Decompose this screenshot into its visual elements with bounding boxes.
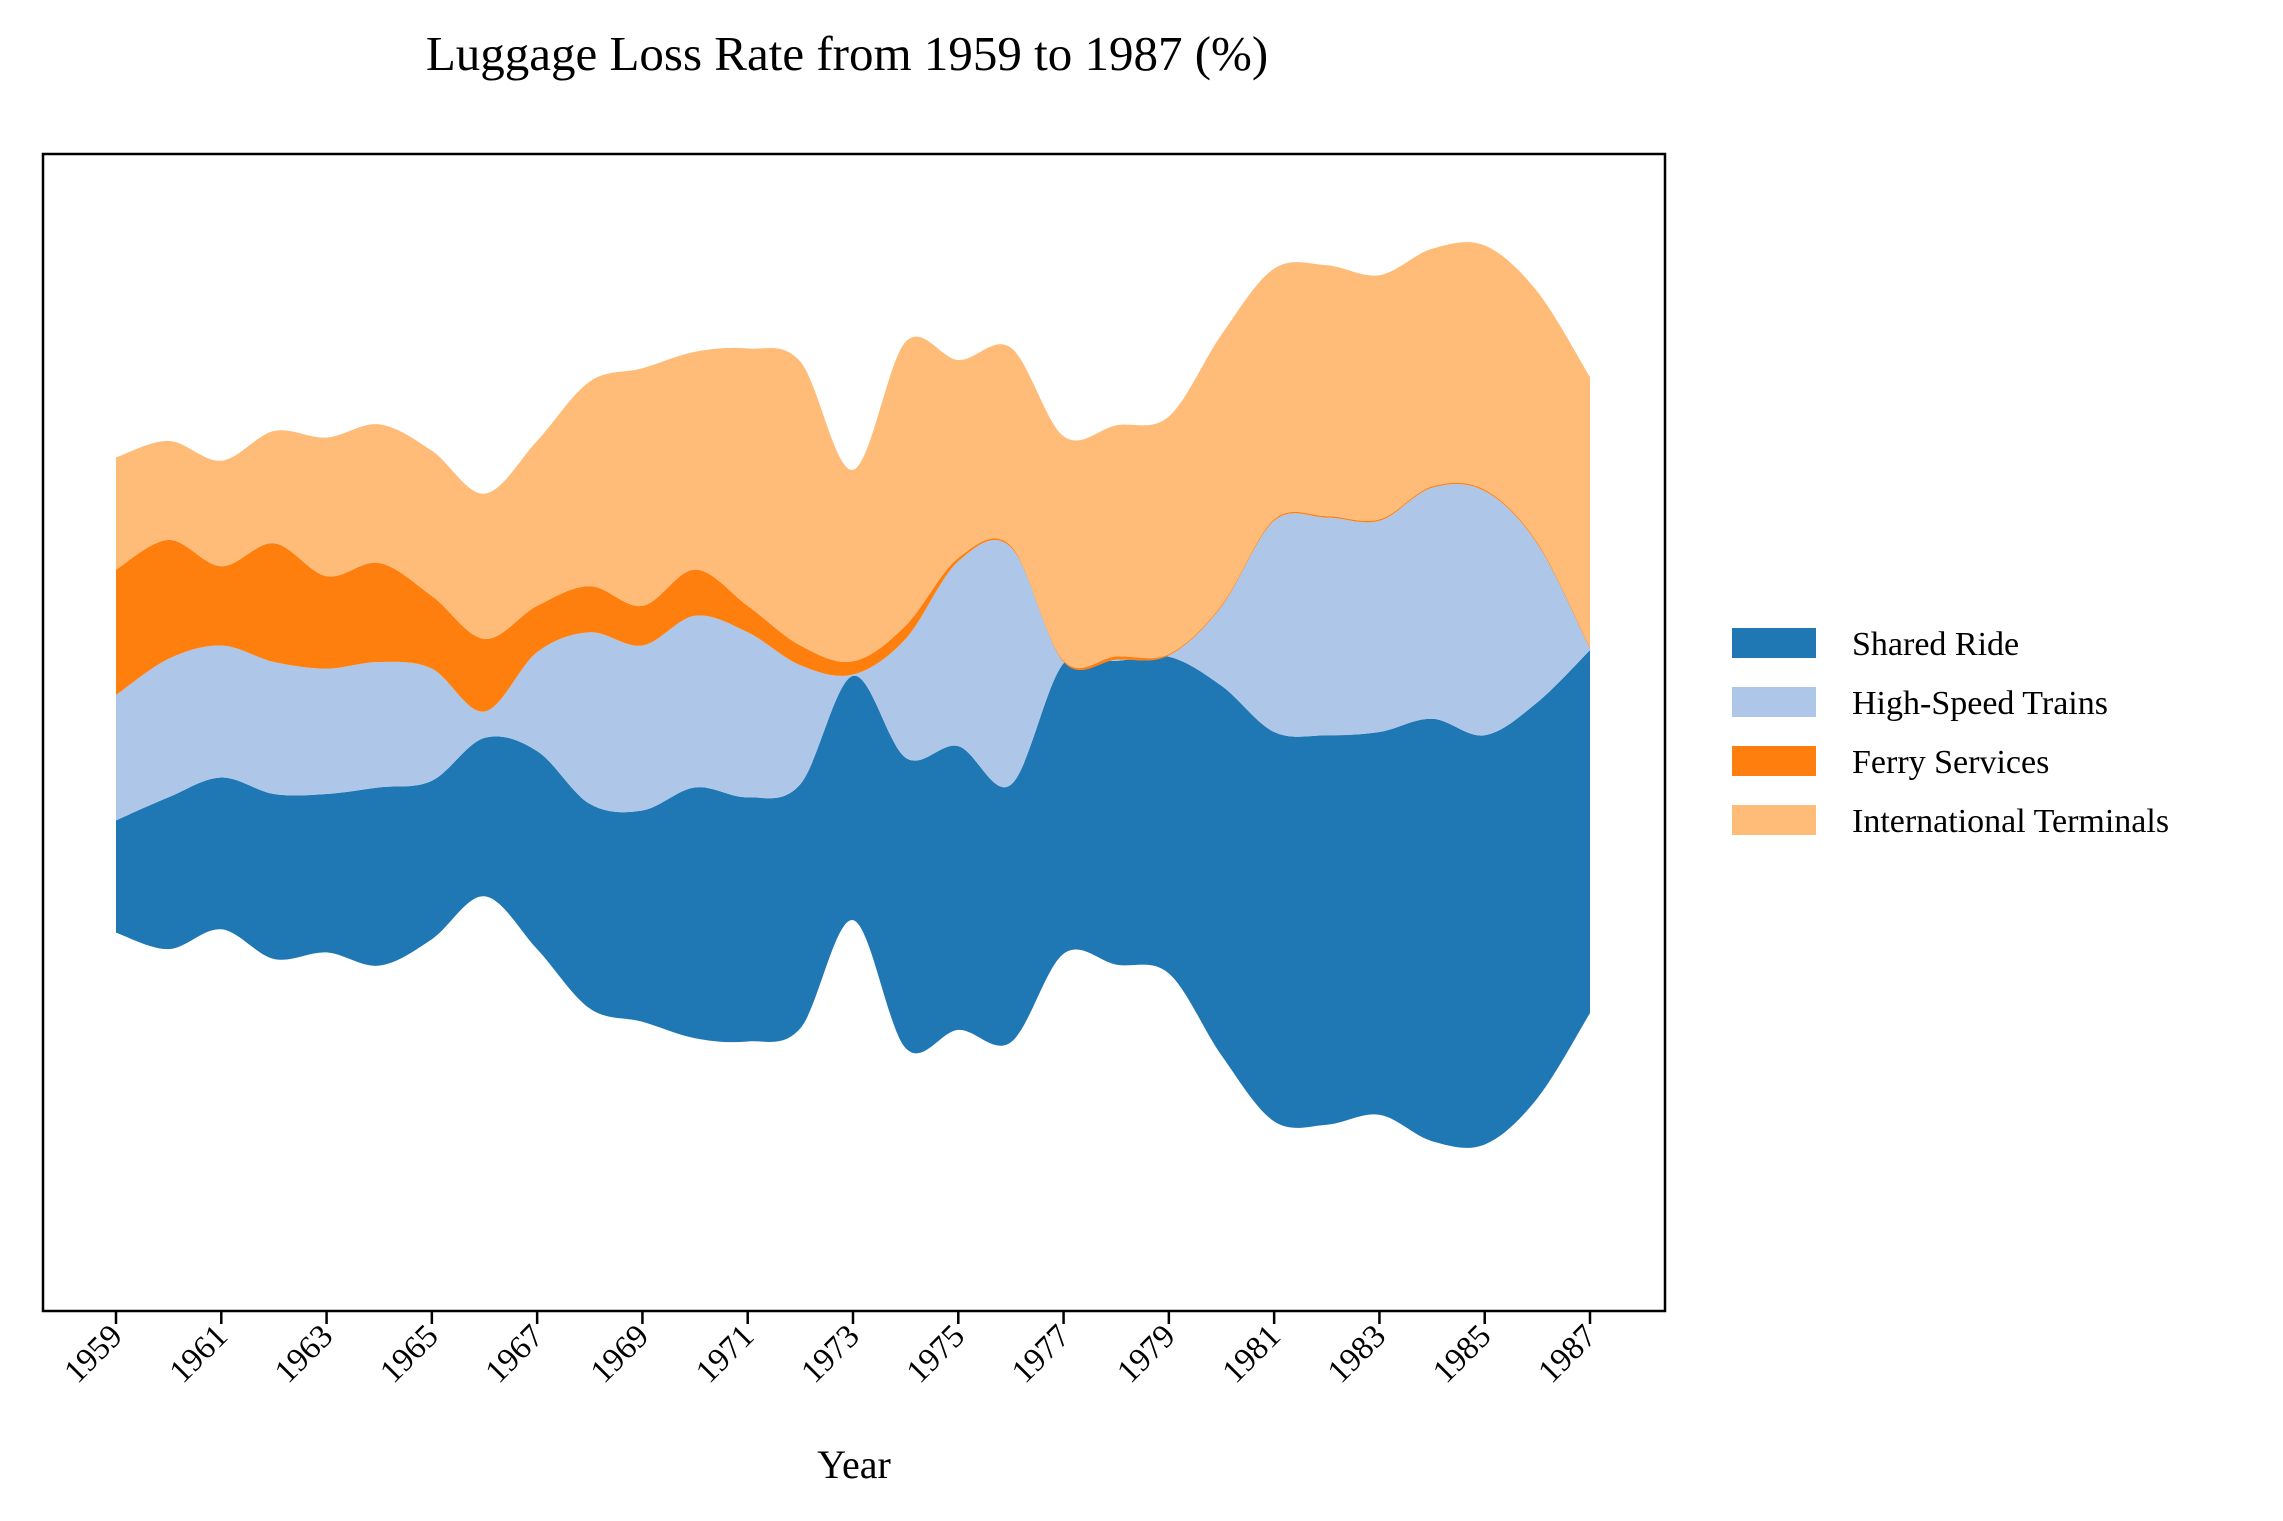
x-tick-label: 1973: [795, 1318, 867, 1390]
x-tick-label: 1975: [900, 1318, 972, 1390]
stream-shared-ride: [116, 650, 1590, 1148]
x-tick-label: 1971: [689, 1318, 761, 1390]
x-tick-label: 1983: [1321, 1318, 1393, 1390]
legend: Shared Ride High-Speed Trains Ferry Servic…: [1732, 626, 2169, 840]
stream-high-speed-trains: [116, 484, 1590, 821]
x-tick-label: 1959: [58, 1318, 130, 1390]
stream-layers: [116, 242, 1590, 1148]
x-axis-ticks: 1959 1961 1963 1965 1967 1969 1971 1973 1975 1977…: [58, 1311, 1604, 1390]
legend-swatch: [1732, 805, 1816, 835]
stream-ferry-services: [116, 482, 1590, 712]
legend-swatch: [1732, 746, 1816, 776]
x-tick-label: 1967: [479, 1318, 551, 1390]
x-tick-label: 1961: [163, 1318, 235, 1390]
legend-swatch: [1732, 628, 1816, 658]
x-tick-label: 1979: [1110, 1318, 1182, 1390]
x-tick-label: 1981: [1216, 1318, 1288, 1390]
x-tick-label: 1977: [1005, 1318, 1077, 1390]
legend-label: High-Speed Trains: [1852, 685, 2108, 722]
x-tick-label: 1987: [1532, 1318, 1604, 1390]
x-tick-label: 1969: [584, 1318, 656, 1390]
chart-title: Luggage Loss Rate from 1959 to 1987 (%): [426, 26, 1268, 81]
x-axis-label: Year: [817, 1442, 891, 1487]
x-tick-label: 1985: [1426, 1318, 1498, 1390]
legend-label: International Terminals: [1852, 803, 2169, 840]
legend-swatch: [1732, 687, 1816, 717]
legend-label: Ferry Services: [1852, 744, 2049, 781]
legend-label: Shared Ride: [1852, 626, 2019, 663]
stream-international-terminals: [116, 242, 1590, 669]
x-tick-label: 1963: [268, 1318, 340, 1390]
x-tick-label: 1965: [373, 1318, 445, 1390]
